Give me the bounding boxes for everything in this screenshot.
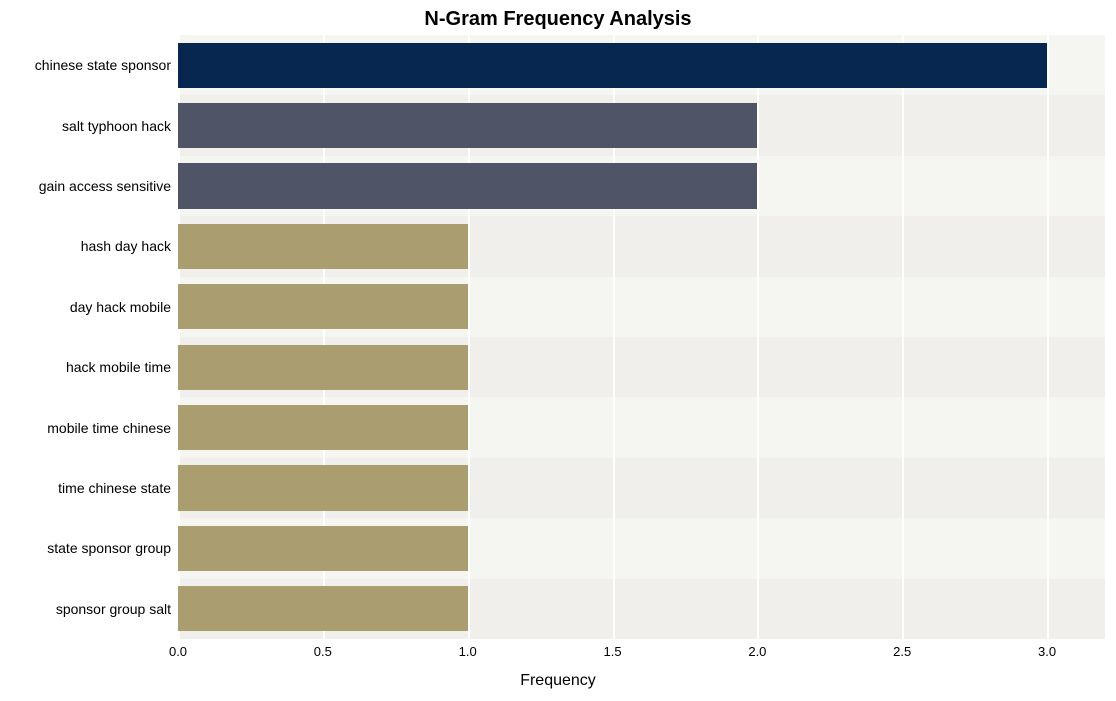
y-tick-label: mobile time chinese	[1, 420, 171, 436]
bar	[178, 103, 757, 148]
y-tick-label: hash day hack	[1, 238, 171, 254]
gridline	[902, 35, 904, 639]
bar	[178, 163, 757, 208]
y-tick-label: state sponsor group	[1, 540, 171, 556]
bar	[178, 405, 468, 450]
gridline	[1047, 35, 1049, 639]
chart-title: N-Gram Frequency Analysis	[0, 8, 1116, 31]
plot-area	[178, 35, 1105, 639]
x-tick-label: 1.0	[459, 644, 477, 659]
gridline	[757, 35, 759, 639]
bar	[178, 284, 468, 329]
y-tick-label: gain access sensitive	[1, 178, 171, 194]
x-axis-label: Frequency	[0, 672, 1116, 690]
bar	[178, 465, 468, 510]
x-tick-label: 1.5	[603, 644, 621, 659]
x-tick-label: 0.0	[169, 644, 187, 659]
x-tick-label: 2.0	[748, 644, 766, 659]
bar	[178, 345, 468, 390]
y-tick-label: chinese state sponsor	[1, 57, 171, 73]
bar	[178, 224, 468, 269]
x-tick-label: 3.0	[1038, 644, 1056, 659]
bar	[178, 43, 1047, 88]
y-tick-label: time chinese state	[1, 480, 171, 496]
y-tick-label: hack mobile time	[1, 359, 171, 375]
bar	[178, 586, 468, 631]
ngram-frequency-chart: N-Gram Frequency Analysis Frequency chin…	[0, 0, 1116, 701]
x-tick-label: 2.5	[893, 644, 911, 659]
bar	[178, 526, 468, 571]
y-tick-label: salt typhoon hack	[1, 118, 171, 134]
y-tick-label: sponsor group salt	[1, 601, 171, 617]
x-tick-label: 0.5	[314, 644, 332, 659]
y-tick-label: day hack mobile	[1, 299, 171, 315]
